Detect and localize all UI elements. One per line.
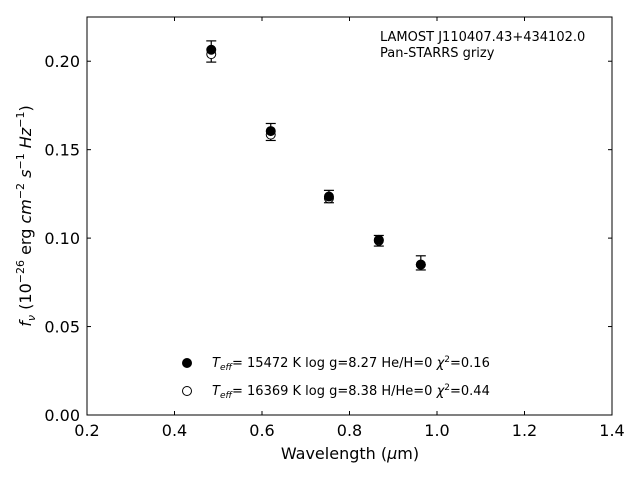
- point-filled: [415, 259, 426, 270]
- legend-label-db-model: Teff= 16369 K log g=8.38 H/He=0 χ2=0.44: [212, 383, 490, 401]
- point-filled: [265, 126, 276, 137]
- y-tick-label: 0.15: [44, 141, 80, 160]
- y-axis-ticks: 0.00 0.05 0.10 0.15 0.20: [44, 52, 612, 425]
- point-filled: [373, 234, 384, 245]
- model-points: [206, 44, 426, 270]
- x-tick-label: 0.8: [337, 421, 362, 440]
- x-axis-label: Wavelength (μm): [281, 444, 419, 463]
- y-tick-label: 0.10: [44, 229, 80, 248]
- point-filled: [323, 191, 334, 202]
- y-axis-label: fν (10−26 erg cm−2 s−1 Hz−1): [14, 105, 38, 326]
- x-tick-label: 1.4: [599, 421, 624, 440]
- x-tick-label: 1.2: [512, 421, 537, 440]
- annotation-survey: Pan-STARRS grizy: [380, 46, 495, 61]
- annotation-object-name: LAMOST J110407.43+434102.0: [380, 30, 585, 45]
- legend-marker-open: [182, 386, 192, 396]
- y-tick-label: 0.00: [44, 406, 80, 425]
- legend-marker-filled: [182, 358, 192, 368]
- y-tick-label: 0.05: [44, 318, 80, 337]
- legend-label-da-model: Teff= 15472 K log g=8.27 He/H=0 χ2=0.16: [212, 355, 490, 373]
- x-tick-label: 0.4: [162, 421, 187, 440]
- x-tick-label: 0.2: [74, 421, 99, 440]
- x-tick-label: 0.6: [249, 421, 274, 440]
- y-tick-label: 0.20: [44, 52, 80, 71]
- legend: Teff= 15472 K log g=8.27 He/H=0 χ2=0.16 …: [182, 355, 490, 401]
- point-filled: [206, 44, 217, 55]
- x-tick-label: 1.0: [424, 421, 449, 440]
- x-axis-ticks: 0.2 0.4 0.6 0.8 1.0 1.2 1.4: [74, 17, 625, 440]
